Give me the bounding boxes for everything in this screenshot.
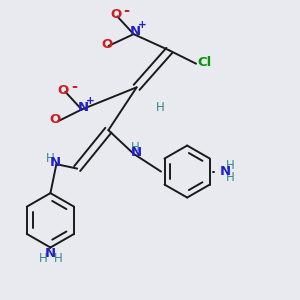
Text: N: N — [78, 100, 89, 114]
Text: N: N — [49, 156, 61, 169]
Text: Cl: Cl — [197, 56, 212, 69]
Text: O: O — [57, 84, 68, 97]
Text: H: H — [226, 171, 235, 184]
Text: N: N — [45, 247, 56, 260]
Text: H: H — [39, 252, 47, 265]
Text: O: O — [50, 113, 61, 126]
Text: O: O — [110, 8, 122, 21]
Text: N: N — [131, 146, 142, 159]
Text: N: N — [220, 165, 231, 178]
Text: H: H — [131, 141, 140, 154]
Text: H: H — [46, 152, 54, 165]
Text: H: H — [226, 159, 235, 172]
Text: O: O — [101, 38, 112, 51]
Text: H: H — [53, 252, 62, 265]
Text: +: + — [85, 96, 94, 106]
Text: N: N — [130, 25, 141, 38]
Text: H: H — [155, 101, 164, 114]
Text: +: + — [138, 20, 146, 30]
Text: -: - — [71, 79, 77, 94]
Text: -: - — [123, 3, 129, 18]
